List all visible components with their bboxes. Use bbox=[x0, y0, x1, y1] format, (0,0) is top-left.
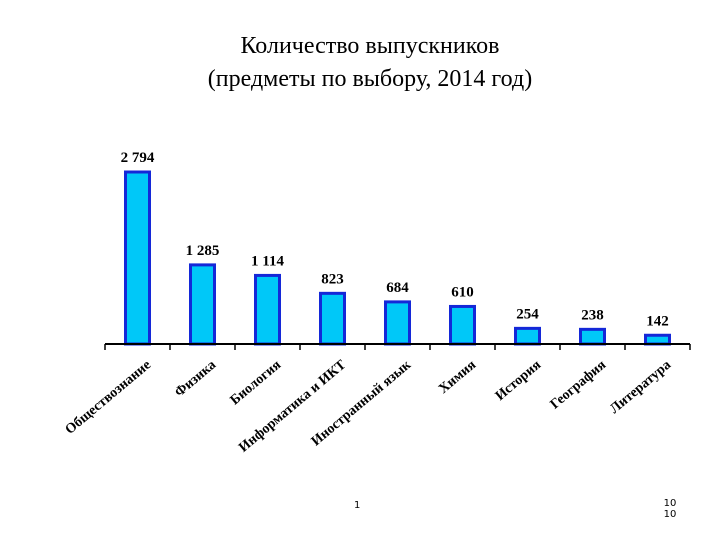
page-reference: 10 10 bbox=[660, 498, 680, 520]
value-label: 238 bbox=[581, 307, 604, 323]
bar bbox=[189, 263, 216, 346]
category-labels-layer: Обществознание Физика БиологияИнформатика … bbox=[63, 357, 674, 456]
category-label: История bbox=[493, 357, 545, 404]
chart-title: Количество выпускников (предметы по выбо… bbox=[0, 30, 720, 96]
bar bbox=[449, 304, 476, 346]
bar bbox=[384, 300, 411, 346]
bar bbox=[124, 170, 151, 346]
value-label: 1 285 bbox=[186, 243, 220, 259]
value-label: 684 bbox=[386, 280, 409, 296]
bar bbox=[579, 327, 606, 346]
chart-title-line-2: (предметы по выбору, 2014 год) bbox=[207, 66, 533, 92]
value-label: 823 bbox=[321, 271, 344, 287]
value-label: 142 bbox=[646, 313, 669, 329]
value-labels-layer: 2 794 1 285 1 114 823 684 610 254 238 142 bbox=[121, 150, 669, 329]
x-axis bbox=[104, 343, 691, 350]
value-label: 610 bbox=[451, 284, 474, 300]
category-label: Химия bbox=[436, 357, 479, 397]
value-label: 1 114 bbox=[251, 253, 284, 269]
category-label: Информатика и ИКТ bbox=[236, 357, 349, 455]
category-label: Биология bbox=[228, 357, 285, 408]
chart-title-line-1: Количество выпускников bbox=[240, 33, 500, 59]
value-label: 254 bbox=[516, 306, 539, 322]
page-reference-line-2: 10 bbox=[663, 509, 677, 520]
bar bbox=[514, 326, 541, 346]
value-label: 2 794 bbox=[121, 150, 155, 166]
category-label: Физика bbox=[172, 358, 219, 401]
page-reference-line-1: 10 bbox=[663, 498, 677, 509]
bar bbox=[644, 333, 671, 346]
bar bbox=[254, 273, 281, 346]
category-label: География bbox=[548, 357, 610, 412]
page-number: 1 bbox=[354, 500, 361, 511]
category-label: Обществознание bbox=[63, 358, 154, 438]
bar bbox=[319, 291, 346, 346]
category-label: Литература bbox=[607, 358, 674, 417]
